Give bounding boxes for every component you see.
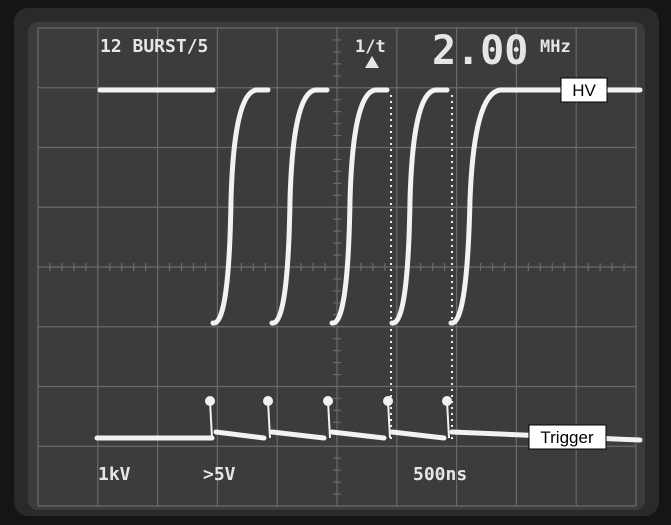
trigger-label: Trigger	[540, 428, 594, 447]
time-scale: 500ns	[413, 464, 467, 485]
ch2-scale: >5V	[203, 464, 236, 485]
measure-text: 1/t	[355, 37, 386, 57]
ch1-scale: 1kV	[98, 464, 131, 485]
frequency-unit: MHz	[540, 37, 571, 57]
frequency-value: 2.00	[432, 28, 528, 74]
hv-label: HV	[572, 81, 596, 100]
mode-text: 12 BURST/5	[100, 36, 208, 57]
oscilloscope-screenshot: 12 BURST/5 1/t 2.00 MHz 1kV >5V 500ns HV…	[0, 0, 671, 525]
